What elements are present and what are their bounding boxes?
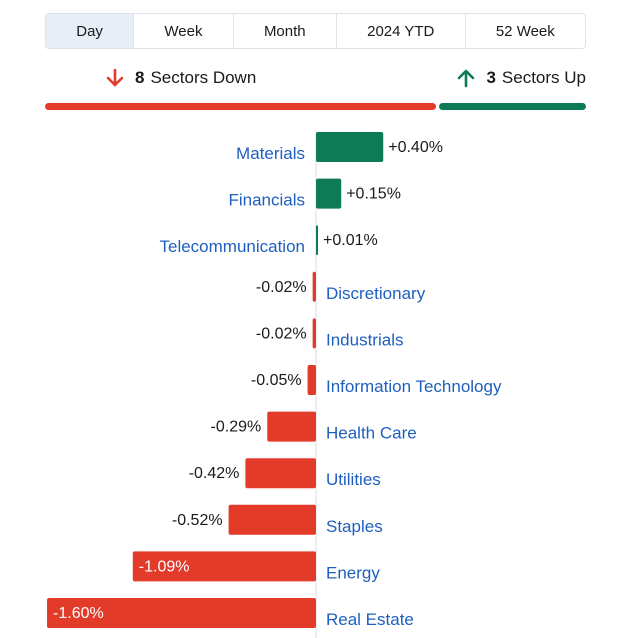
sectors-down-summary: 8 Sectors Down xyxy=(105,68,256,88)
value-label-materials: +0.40% xyxy=(388,139,443,156)
sector-label-real-estate[interactable]: Real Estate xyxy=(326,610,414,629)
sector-label-energy[interactable]: Energy xyxy=(326,563,380,582)
arrow-up-icon xyxy=(458,69,475,88)
sector-label-utilities[interactable]: Utilities xyxy=(326,470,381,489)
tab-month[interactable]: Month xyxy=(232,14,336,48)
value-label-staples: -0.52% xyxy=(172,512,223,529)
bar-discretionary xyxy=(312,271,316,302)
value-label-energy: -1.09% xyxy=(139,558,190,575)
sectors-down-text: Sectors Down xyxy=(150,68,257,87)
sector-performance-chart: +0.40% Materials +0.15% Financials +0.01% Tel… xyxy=(47,130,502,638)
bar-utilities xyxy=(245,458,316,489)
sectors-up-text: Sectors Up xyxy=(501,68,586,87)
value-label-financials: +0.15% xyxy=(346,186,401,203)
value-label-real-estate: -1.60% xyxy=(53,605,104,622)
sector-label-information-technology[interactable]: Information Technology xyxy=(326,377,502,396)
sector-label-financials[interactable]: Financials xyxy=(228,191,305,210)
sector-label-telecommunication[interactable]: Telecommunication xyxy=(159,237,305,256)
bar-staples xyxy=(228,504,316,535)
bar-health-care xyxy=(267,411,316,442)
sectors-down-count: 8 xyxy=(135,68,145,87)
sector-label-health-care[interactable]: Health Care xyxy=(326,424,417,443)
bar-energy xyxy=(132,551,316,582)
sector-label-staples[interactable]: Staples xyxy=(326,517,383,536)
timeframe-tabs: Day Week Month 2024 YTD 52 Week xyxy=(45,13,586,49)
tab-52-week[interactable]: 52 Week xyxy=(464,14,585,48)
arrow-down-icon xyxy=(106,68,124,87)
value-label-discretionary: -0.02% xyxy=(256,279,307,296)
sectors-up-count: 3 xyxy=(486,68,496,87)
value-label-information-technology: -0.05% xyxy=(251,372,302,389)
sector-label-materials[interactable]: Materials xyxy=(236,144,305,163)
bar-financials xyxy=(316,178,342,209)
tab-week[interactable]: Week xyxy=(133,14,233,48)
sector-label-industrials[interactable]: Industrials xyxy=(326,330,403,349)
value-label-health-care: -0.29% xyxy=(211,419,262,436)
tab-2024-ytd[interactable]: 2024 YTD xyxy=(335,14,465,48)
sectors-up-summary: 3 Sectors Up xyxy=(456,68,586,88)
value-label-utilities: -0.42% xyxy=(189,465,240,482)
bar-information-technology xyxy=(307,365,316,395)
value-label-telecommunication: +0.01% xyxy=(323,232,378,249)
bar-industrials xyxy=(312,318,316,349)
market-breadth-bar xyxy=(45,103,586,110)
bar-real-estate xyxy=(47,598,316,628)
tab-day[interactable]: Day xyxy=(46,14,134,48)
breadth-up-segment xyxy=(439,103,586,110)
sector-label-discretionary[interactable]: Discretionary xyxy=(326,284,426,303)
bar-materials xyxy=(316,132,384,162)
value-label-industrials: -0.02% xyxy=(256,325,307,342)
breadth-down-segment xyxy=(45,103,436,110)
bar-telecommunication xyxy=(316,225,318,256)
